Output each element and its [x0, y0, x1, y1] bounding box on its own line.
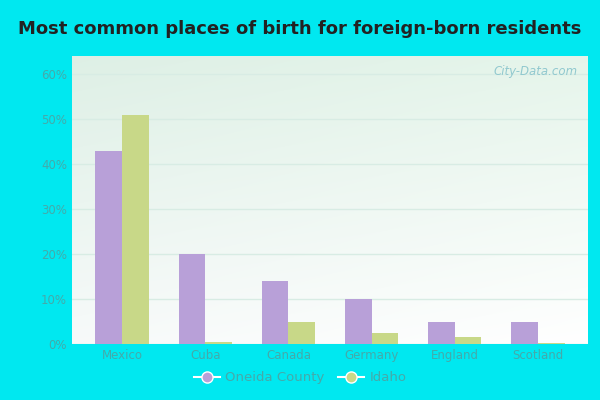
Bar	[345, 299, 371, 344]
Bar	[289, 322, 315, 344]
Bar	[428, 322, 455, 344]
Bar	[371, 333, 398, 344]
Text: Most common places of birth for foreign-born residents: Most common places of birth for foreign-…	[19, 20, 581, 38]
Bar	[538, 343, 565, 344]
Bar	[179, 254, 205, 344]
Text: City-Data.com: City-Data.com	[494, 65, 578, 78]
Bar	[455, 337, 481, 344]
Bar	[95, 150, 122, 344]
Legend: Oneida County, Idaho: Oneida County, Idaho	[188, 366, 412, 390]
Bar	[511, 322, 538, 344]
Bar	[122, 114, 149, 344]
Bar	[262, 281, 289, 344]
Bar	[205, 342, 232, 344]
